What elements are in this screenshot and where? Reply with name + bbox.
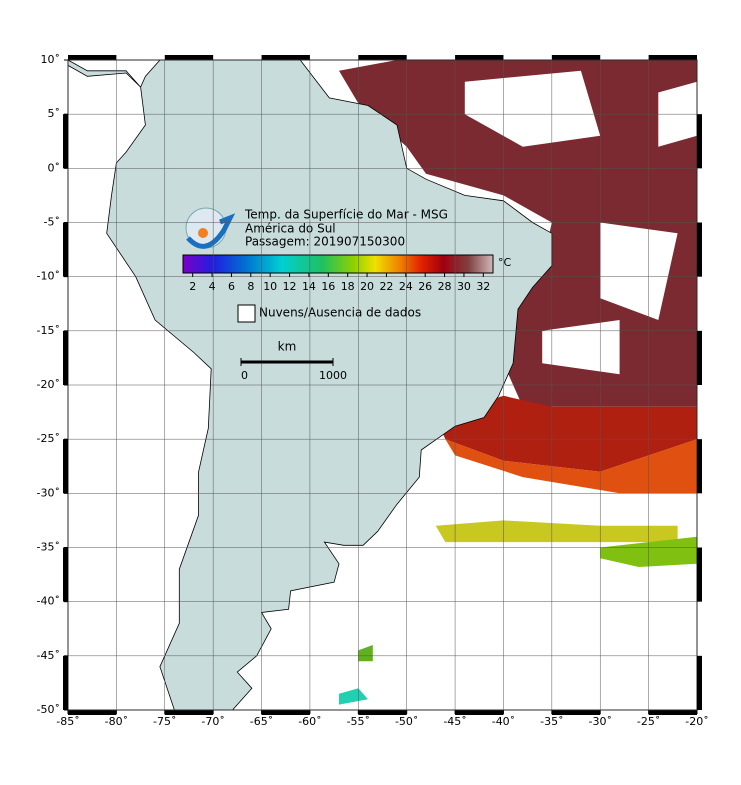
lon-tick-label: -20˚ <box>685 715 708 728</box>
sst-cyan <box>339 688 368 705</box>
colorbar-tick-label: 10 <box>263 280 277 293</box>
lat-tick-label: -35˚ <box>37 541 60 554</box>
colorbar-tick-label: 32 <box>476 280 490 293</box>
cloud-gap <box>600 222 678 320</box>
subtitle: América do Sul <box>245 222 336 236</box>
logo <box>185 207 236 249</box>
frame-segment <box>164 55 214 60</box>
colorbar-unit: °C <box>498 256 512 269</box>
frame-segment <box>63 439 68 494</box>
frame-segment <box>261 55 310 60</box>
colorbar-tick-label: 14 <box>302 280 316 293</box>
frame-segment <box>68 55 117 60</box>
lat-tick-label: 5˚ <box>48 107 61 120</box>
colorbar <box>182 254 494 274</box>
frame-segment <box>68 710 117 715</box>
frame-segment <box>358 710 407 715</box>
frame-segment <box>697 222 702 277</box>
colorbar-tick-label: 4 <box>209 280 216 293</box>
frame-segment <box>63 222 68 277</box>
lon-tick-label: -30˚ <box>588 715 611 728</box>
frame-segment <box>63 655 68 710</box>
colorbar-tick-label: 30 <box>457 280 471 293</box>
scale-unit: km <box>278 340 297 354</box>
sst-red <box>435 395 697 472</box>
lat-tick-label: -50˚ <box>37 703 60 716</box>
frame-segment <box>648 55 697 60</box>
lat-tick-label: -45˚ <box>37 649 60 662</box>
colorbar-tick-label: 12 <box>283 280 297 293</box>
lon-tick-label: -85˚ <box>56 715 79 728</box>
scale-tick-label: 1000 <box>319 369 347 382</box>
frame-segment <box>551 55 601 60</box>
frame-segment <box>697 439 702 494</box>
lon-tick-label: -65˚ <box>250 715 273 728</box>
lon-tick-label: -70˚ <box>201 715 224 728</box>
frame-segment <box>358 55 407 60</box>
lon-tick-label: -55˚ <box>347 715 370 728</box>
lat-tick-label: -10˚ <box>37 270 60 283</box>
frame-segment <box>63 114 68 169</box>
lat-tick-label: 0˚ <box>48 161 61 174</box>
lon-tick-label: -75˚ <box>153 715 176 728</box>
colorbar-tick-label: 2 <box>189 280 196 293</box>
frame-segment <box>648 710 697 715</box>
sst-yellow <box>435 520 678 543</box>
sst-orange <box>445 439 697 494</box>
colorbar-tick-label: 24 <box>399 280 413 293</box>
legend-swatch <box>237 304 256 323</box>
sst-warm <box>339 60 697 407</box>
frame-segment <box>63 547 68 602</box>
lon-tick-label: -45˚ <box>443 715 466 728</box>
lat-tick-label: -20˚ <box>37 378 60 391</box>
pass-time: Passagem: 201907150300 <box>245 235 405 249</box>
frame-segment <box>63 330 68 385</box>
cloud-gap <box>464 70 601 147</box>
map-area <box>68 60 697 710</box>
frame-segment <box>697 114 702 169</box>
legend-label: Nuvens/Ausencia de dados <box>259 306 421 320</box>
frame-segment <box>551 710 601 715</box>
colorbar-tick-label: 20 <box>360 280 374 293</box>
frame-segment <box>261 710 310 715</box>
lon-tick-label: -50˚ <box>395 715 418 728</box>
frame-segment <box>697 655 702 710</box>
lat-tick-label: -15˚ <box>37 324 60 337</box>
colorbar-tick-label: 28 <box>438 280 452 293</box>
frame-segment <box>455 55 504 60</box>
colorbar-tick-label: 26 <box>418 280 432 293</box>
lon-tick-label: -35˚ <box>540 715 563 728</box>
lon-tick-label: -80˚ <box>105 715 128 728</box>
lon-tick-label: -25˚ <box>637 715 660 728</box>
colorbar-tick-label: 22 <box>379 280 393 293</box>
colorbar-tick-label: 18 <box>341 280 355 293</box>
frame-segment <box>697 330 702 385</box>
lat-tick-label: -25˚ <box>37 432 60 445</box>
sst-green2 <box>358 645 373 662</box>
colorbar-tick-label: 6 <box>228 280 235 293</box>
lon-tick-label: -40˚ <box>492 715 515 728</box>
lat-tick-label: 10˚ <box>41 53 61 66</box>
lat-tick-label: -30˚ <box>37 486 60 499</box>
frame-segment <box>697 547 702 602</box>
lon-tick-label: -60˚ <box>298 715 321 728</box>
frame-segment <box>164 710 214 715</box>
frame-segment <box>455 710 504 715</box>
lat-tick-label: -5˚ <box>44 216 60 229</box>
scale-tick-label: 0 <box>241 369 248 382</box>
title: Temp. da Superfície do Mar - MSG <box>244 208 448 222</box>
colorbar-tick-label: 8 <box>247 280 254 293</box>
lat-tick-label: -40˚ <box>37 595 60 608</box>
colorbar-tick-label: 16 <box>321 280 335 293</box>
